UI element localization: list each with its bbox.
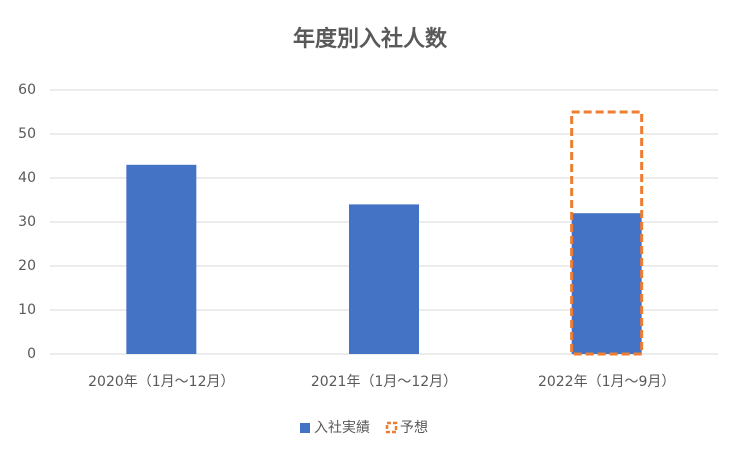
legend-label: 入社実績 bbox=[314, 420, 370, 436]
legend-swatch bbox=[385, 421, 398, 434]
x-tick-label: 2020年（1月～12月） bbox=[88, 374, 234, 390]
legend-swatch bbox=[300, 423, 310, 433]
chart-title: 年度別入社人数 bbox=[293, 26, 448, 52]
y-tick-label: 60 bbox=[18, 82, 36, 98]
x-tick-label: 2021年（1月～12月） bbox=[311, 374, 457, 390]
y-tick-label: 20 bbox=[18, 258, 36, 274]
x-tick-label: 2022年（1月～9月） bbox=[538, 374, 675, 390]
y-tick-label: 40 bbox=[18, 170, 36, 186]
y-tick-label: 30 bbox=[18, 214, 36, 230]
y-tick-label: 50 bbox=[18, 126, 36, 142]
y-tick-label: 0 bbox=[27, 346, 36, 362]
bar bbox=[126, 164, 197, 354]
bar bbox=[349, 204, 419, 354]
legend-label: 予想 bbox=[400, 420, 428, 436]
bar bbox=[571, 213, 642, 354]
y-tick-label: 10 bbox=[18, 302, 36, 318]
